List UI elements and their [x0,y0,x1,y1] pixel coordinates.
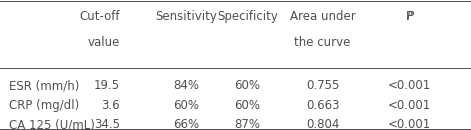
Text: 34.5: 34.5 [94,118,120,130]
Text: CA 125 (U/mL): CA 125 (U/mL) [9,118,95,130]
Text: 0.663: 0.663 [306,99,340,112]
Text: Sensitivity: Sensitivity [155,10,217,23]
Text: P: P [406,10,413,23]
Text: Area under: Area under [290,10,356,23]
Text: value: value [88,36,120,49]
Text: 19.5: 19.5 [94,79,120,92]
Text: 60%: 60% [234,79,260,92]
Text: 87%: 87% [234,118,260,130]
Text: 60%: 60% [234,99,260,112]
Text: <0.001: <0.001 [388,79,431,92]
Text: 0.755: 0.755 [306,79,339,92]
Text: Specificity: Specificity [217,10,278,23]
Text: <0.001: <0.001 [388,99,431,112]
Text: 3.6: 3.6 [101,99,120,112]
Text: ESR (mm/h): ESR (mm/h) [9,79,80,92]
Text: Cut-off: Cut-off [80,10,120,23]
Text: 66%: 66% [173,118,199,130]
Text: 60%: 60% [173,99,199,112]
Text: the curve: the curve [294,36,351,49]
Text: 84%: 84% [173,79,199,92]
Text: <0.001: <0.001 [388,118,431,130]
Text: CRP (mg/dl): CRP (mg/dl) [9,99,80,112]
Text: 0.804: 0.804 [306,118,339,130]
Text: P: P [406,10,414,23]
